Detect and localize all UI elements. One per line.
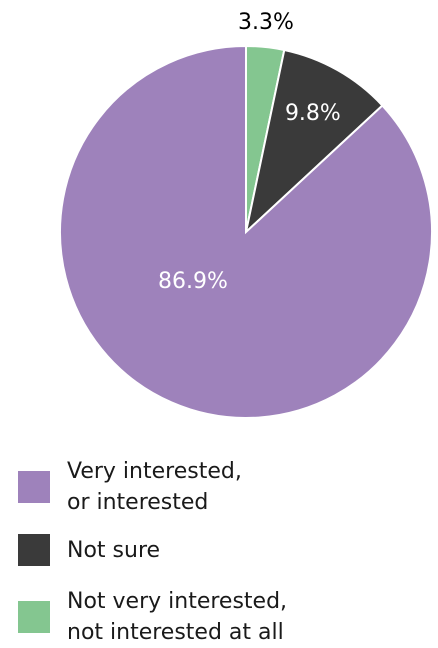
legend-label-not-interested: Not very interested, not interested at a… [67, 589, 288, 645]
slice-label-not-interested: 3.3% [238, 10, 294, 35]
legend-label-not-sure: Not sure [67, 537, 161, 563]
slice-label-not-sure: 9.8% [285, 101, 341, 126]
legend-label-very-interested: Very interested, or interested [67, 459, 242, 515]
legend-swatch-very-interested [18, 471, 50, 503]
pie-chart: 3.3% 9.8% 86.9% [59, 10, 433, 419]
pie-slice-very-interested [59, 44, 433, 419]
slice-label-very-interested: 86.9% [158, 269, 228, 294]
pie-slice-not-sure [244, 48, 384, 235]
legend-swatch-not-sure [18, 534, 50, 566]
legend-item-very-interested: Very interested, or interested [18, 456, 242, 518]
legend-swatch-not-interested [18, 601, 50, 633]
legend-item-not-interested: Not very interested, not interested at a… [18, 586, 287, 648]
legend-item-not-sure: Not sure [18, 534, 160, 566]
